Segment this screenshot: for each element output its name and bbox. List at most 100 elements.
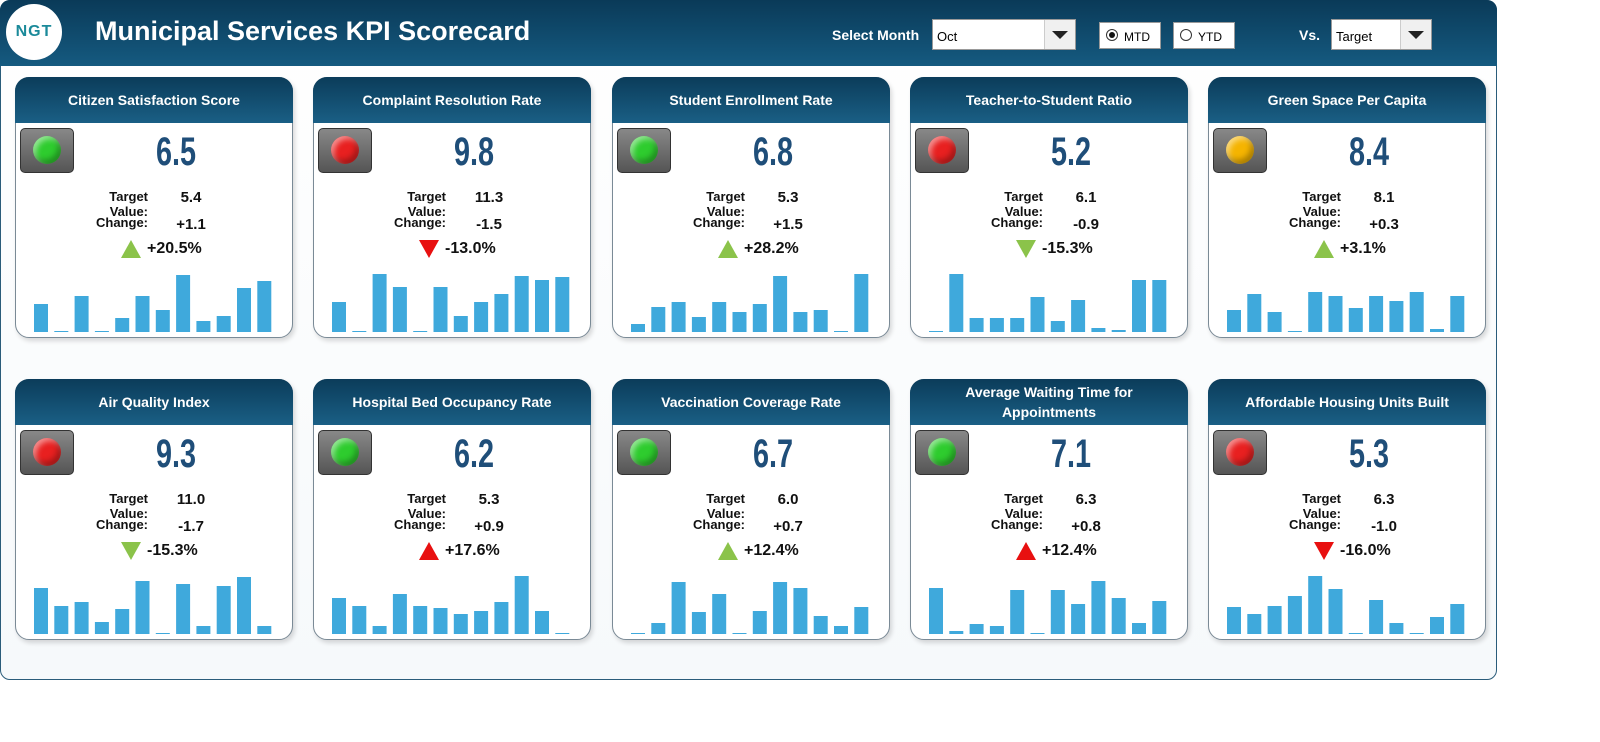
change-label: Change: <box>693 215 745 230</box>
spark-bar <box>793 588 808 634</box>
spark-bar <box>1348 633 1363 634</box>
sparkline <box>332 576 570 634</box>
kpi-value: 6.7 <box>752 432 794 476</box>
target-value: 11.0 <box>176 491 206 508</box>
change-label: Change: <box>394 517 446 532</box>
radio-circle[interactable] <box>1180 29 1192 41</box>
spark-bar <box>1287 331 1302 332</box>
spark-bar <box>155 310 170 332</box>
spark-bar <box>94 622 109 634</box>
spark-bar <box>555 633 570 634</box>
change-label: Change: <box>1289 215 1341 230</box>
spark-bar <box>1010 318 1025 332</box>
change-percent: -16.0% <box>1340 542 1391 559</box>
card-title: Affordable Housing Units Built <box>1208 379 1486 425</box>
arrow-shape <box>1314 240 1334 258</box>
ytd-radio[interactable]: YTD <box>1173 22 1235 49</box>
status-light <box>20 430 74 475</box>
change-value: +0.8 <box>1071 518 1101 535</box>
change-value: +1.1 <box>176 216 206 233</box>
spark-bar <box>1287 596 1302 634</box>
spark-bar <box>1450 604 1465 634</box>
target-value: 6.3 <box>1373 491 1395 508</box>
arrow-shape <box>1314 542 1334 560</box>
spark-bar <box>989 626 1004 634</box>
light-bulb <box>33 136 61 164</box>
spark-bar <box>1111 330 1126 332</box>
target-label: Target Value: <box>1302 189 1341 219</box>
spark-bar <box>1389 301 1404 332</box>
spark-bar <box>1430 329 1444 332</box>
month-dropdown[interactable]: Oct <box>932 19 1076 50</box>
target-label: Target Value: <box>706 491 745 521</box>
light-bulb <box>331 136 359 164</box>
change-arrow <box>1016 542 1036 560</box>
spark-bar <box>949 274 964 332</box>
spark-bar <box>332 598 346 634</box>
mtd-radio[interactable]: MTD <box>1099 22 1161 49</box>
header: NGT Municipal Services KPI Scorecard Sel… <box>0 0 1497 66</box>
target-value: 5.3 <box>478 491 500 508</box>
change-label: Change: <box>394 215 446 230</box>
spark-bar <box>671 582 686 634</box>
arrow-shape <box>121 240 141 258</box>
spark-bar <box>1132 623 1146 634</box>
spark-bar <box>74 296 89 332</box>
spark-bar <box>752 611 767 634</box>
spark-bar <box>453 316 468 332</box>
spark-bar <box>453 614 468 634</box>
spark-bar <box>631 633 645 634</box>
spark-bar <box>1227 310 1241 332</box>
spark-bar <box>1050 321 1065 332</box>
spark-bar <box>1030 633 1045 634</box>
spark-bar <box>535 611 549 634</box>
kpi-value: 9.8 <box>453 130 495 174</box>
spark-bar <box>474 611 489 634</box>
title: Municipal Services KPI Scorecard <box>95 16 531 46</box>
spark-bar <box>929 331 943 332</box>
spark-bar <box>854 274 869 332</box>
kpi-card: Student Enrollment Rate 6.8 Target Value: 5… <box>612 77 890 338</box>
dropdown-arrow[interactable] <box>1400 20 1431 49</box>
change-percent: +28.2% <box>744 240 799 257</box>
change-arrow <box>121 240 141 258</box>
spark-bar <box>1328 589 1343 634</box>
change-value: +0.3 <box>1369 216 1399 233</box>
spark-bar <box>712 594 727 634</box>
change-value: +0.9 <box>474 518 504 535</box>
spark-bar <box>94 331 109 332</box>
status-light <box>617 430 671 475</box>
vs-label: Vs. <box>1299 27 1321 43</box>
light-bulb <box>630 136 658 164</box>
spark-bar <box>514 576 529 634</box>
kpi-value: 6.2 <box>453 432 495 476</box>
spark-bar <box>1111 598 1126 634</box>
target-value: 6.0 <box>777 491 799 508</box>
target-label: Target Value: <box>407 491 446 521</box>
spark-bar <box>969 318 984 332</box>
spark-bar <box>691 317 706 332</box>
spark-bar <box>196 626 211 634</box>
status-light <box>318 430 372 475</box>
radio-label: YTD <box>1198 30 1222 44</box>
month-label: Select Month <box>832 27 920 43</box>
arrow-shape <box>718 240 738 258</box>
dropdown-arrow[interactable] <box>1044 20 1075 49</box>
target-value: 5.4 <box>180 189 202 206</box>
logo: NGT <box>6 4 62 60</box>
spark-bar <box>929 588 943 634</box>
change-percent: +12.4% <box>744 542 799 559</box>
spark-bar <box>535 280 549 332</box>
radio-circle[interactable] <box>1106 29 1118 41</box>
kpi-value: 9.3 <box>155 432 197 476</box>
spark-bar <box>176 584 191 634</box>
spark-bar <box>413 606 428 634</box>
sparkline <box>929 581 1167 634</box>
spark-bar <box>176 275 191 332</box>
vs-dropdown[interactable]: Target <box>1331 19 1432 50</box>
spark-bar <box>135 581 150 634</box>
sparkline <box>34 275 272 332</box>
sparkline <box>929 274 1167 332</box>
spark-bar <box>1348 308 1363 332</box>
